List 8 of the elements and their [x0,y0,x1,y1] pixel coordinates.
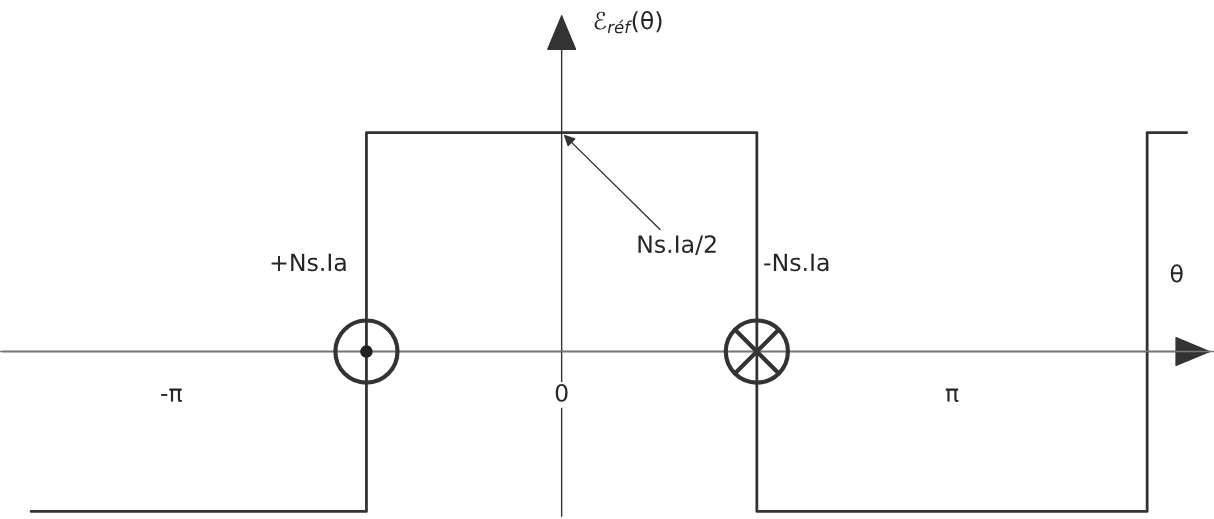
x-tick-label: -π [161,388,182,402]
annotation: -Ns.Ia [764,253,829,272]
x-tick-label: π [945,388,959,402]
x-tick-label: 0 [555,383,568,402]
annotation: Ns.Ia/2 [638,235,716,255]
y-axis-title: ℰ$_{réf}$(θ) [594,11,662,34]
annotation: +Ns.Ia [271,253,346,272]
x-axis-title: θ [1170,264,1183,283]
